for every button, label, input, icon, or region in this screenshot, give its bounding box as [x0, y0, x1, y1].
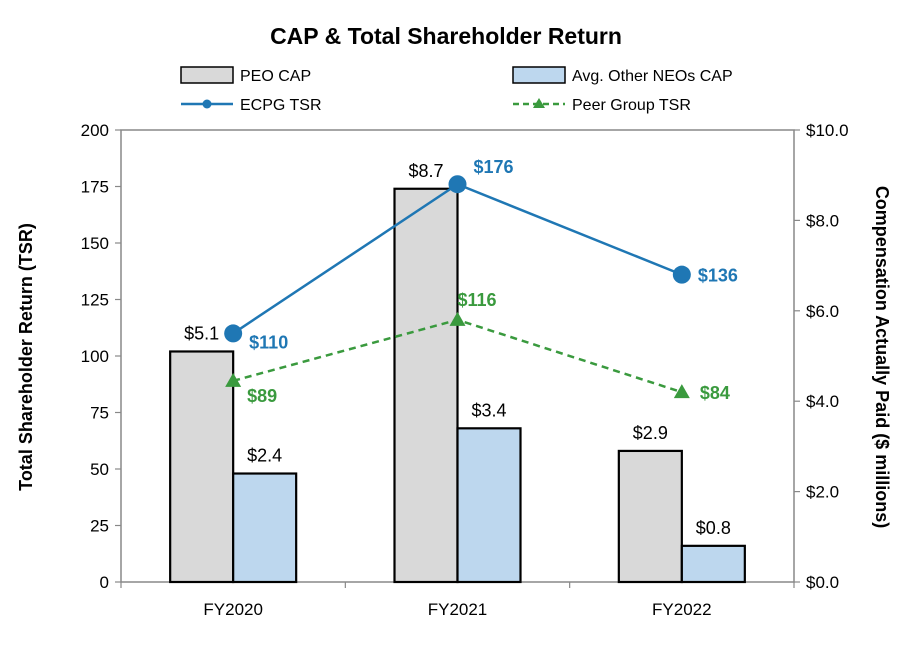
marker-ecpg-tsr-fy2021: [448, 175, 467, 194]
legend-swatch-peo-cap: [180, 66, 234, 84]
bar-label-avg-other-neos-cap-fy2021: $3.4: [471, 400, 506, 420]
bar-label-peo-cap-fy2021: $8.7: [408, 161, 443, 181]
tsr-label-peer-group-tsr-fy2022: $84: [700, 383, 730, 403]
bar-avg-other-neos-cap-fy2021: [456, 427, 522, 584]
y-left-tick-label: 25: [90, 517, 109, 536]
marker-peer-group-tsr-fy2020: [225, 372, 242, 387]
y-right-tick-label: $10.0: [806, 121, 849, 140]
data-labels: $5.1 $2.4 $8.7 $3.4 $2.9 $0.8 $110 $176 $136 $89 $…: [184, 157, 738, 538]
y-left-tick-label: 50: [90, 460, 109, 479]
legend-swatch-other-neos-cap: [512, 66, 566, 84]
x-tick-label-fy2020: FY2020: [203, 600, 263, 619]
bar-label-peo-cap-fy2020: $5.1: [184, 323, 219, 343]
tsr-label-ecpg-tsr-fy2020: $110: [249, 332, 288, 352]
legend-label-peer-tsr: Peer Group TSR: [572, 97, 691, 114]
bar-label-avg-other-neos-cap-fy2022: $0.8: [696, 518, 731, 538]
y-left-tick-label: 175: [81, 178, 109, 197]
legend-marker-peer-tsr: [533, 98, 545, 108]
marker-ecpg-tsr-fy2022: [672, 265, 691, 284]
y-left-tick-label: 150: [81, 234, 109, 253]
chart-title: CAP & Total Shareholder Return: [270, 23, 622, 49]
bar-label-peo-cap-fy2022: $2.9: [633, 423, 668, 443]
bar-peo-cap-fy2020: [169, 350, 235, 584]
y-left-tick-label: 125: [81, 291, 109, 310]
marker-peer-group-tsr-fy2021: [449, 311, 466, 326]
y-left-tick-label: 100: [81, 347, 109, 366]
axis-ticks: 0 25 50 75 100 125 150 175 200 $0.0 $2.0 $4.0 $6.0 $8…: [81, 121, 849, 619]
legend-marker-ecpg-tsr: [202, 99, 212, 109]
y-left-tick-label: 75: [90, 404, 109, 423]
y-right-tick-label: $2.0: [806, 483, 839, 502]
legend-label-peo-cap: PEO CAP: [240, 68, 311, 85]
y-right-tick-label: $4.0: [806, 392, 839, 411]
tsr-label-peer-group-tsr-fy2020: $89: [247, 386, 277, 406]
bar-peo-cap-fy2021: [393, 187, 459, 584]
tsr-label-peer-group-tsr-fy2021: $116: [458, 290, 497, 310]
y-right-tick-label: $6.0: [806, 302, 839, 321]
x-tick-label-fy2021: FY2021: [428, 600, 488, 619]
legend: PEO CAP Avg. Other NEOs CAP ECPG TSR Pee…: [180, 66, 733, 114]
y-right-tick-label: $0.0: [806, 573, 839, 592]
y-left-tick-label: 0: [100, 573, 109, 592]
marker-peer-group-tsr-fy2022: [673, 384, 690, 399]
x-tick-label-fy2022: FY2022: [652, 600, 712, 619]
tsr-label-ecpg-tsr-fy2021: $176: [474, 157, 514, 177]
marker-ecpg-tsr-fy2020: [224, 324, 243, 343]
bar-label-avg-other-neos-cap-fy2020: $2.4: [247, 446, 282, 466]
tsr-label-ecpg-tsr-fy2022: $136: [698, 266, 738, 286]
legend-label-other-neos-cap: Avg. Other NEOs CAP: [572, 68, 733, 85]
legend-label-ecpg-tsr: ECPG TSR: [240, 97, 322, 114]
y-right-axis-title: Compensation Actually Paid ($ millions): [872, 186, 892, 528]
bars: [169, 187, 746, 584]
bar-peo-cap-fy2022: [617, 449, 683, 584]
bar-avg-other-neos-cap-fy2022: [680, 544, 746, 584]
y-left-axis-title: Total Shareholder Return (TSR): [16, 223, 36, 491]
y-right-tick-label: $8.0: [806, 211, 839, 230]
bar-avg-other-neos-cap-fy2020: [232, 472, 298, 584]
y-left-tick-label: 200: [81, 121, 109, 140]
lines: [224, 175, 691, 399]
